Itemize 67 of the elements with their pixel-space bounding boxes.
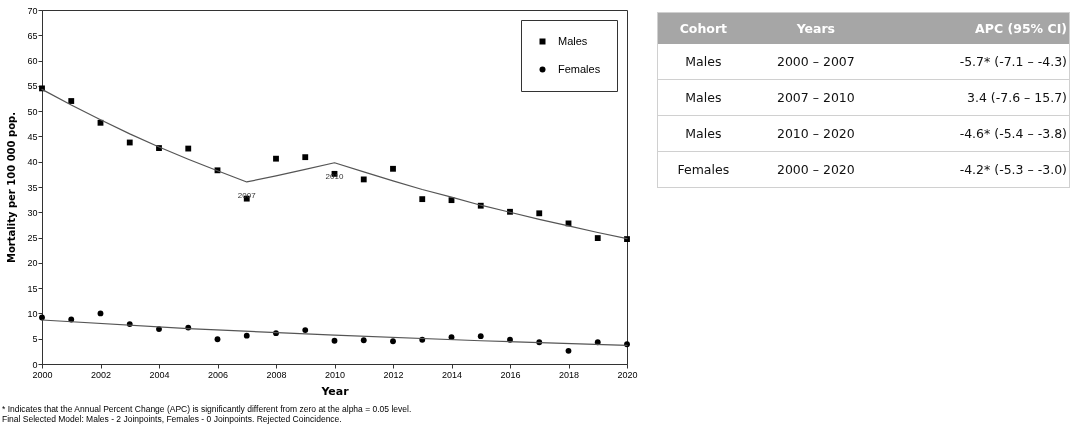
point bbox=[273, 155, 279, 162]
point bbox=[536, 210, 543, 217]
y-tick-label: 25 bbox=[27, 233, 38, 244]
text: -4.6* (-5.4 – -3.8) bbox=[959, 126, 1067, 141]
annotation: 2010 bbox=[325, 171, 344, 181]
text: 2000 – 2007 bbox=[776, 54, 855, 69]
y-tick-label: 65 bbox=[27, 30, 38, 41]
text: 2010 – 2020 bbox=[776, 126, 855, 141]
point bbox=[97, 310, 104, 317]
category-label: APC (95% CI) bbox=[883, 12, 1070, 44]
y-tick-label: 55 bbox=[27, 81, 38, 92]
point bbox=[331, 337, 338, 344]
point bbox=[390, 165, 396, 172]
text: -5.7* (-7.1 – -4.3) bbox=[959, 54, 1067, 69]
x-axis-title: Year bbox=[320, 384, 350, 398]
x-tick-label: 2018 bbox=[558, 369, 580, 380]
text: 2007 – 2010 bbox=[776, 90, 855, 105]
x-tick-label: 2008 bbox=[266, 369, 287, 380]
point bbox=[360, 176, 367, 183]
text: Males bbox=[685, 126, 722, 141]
y-tick-label: 45 bbox=[27, 131, 38, 142]
point bbox=[302, 154, 309, 161]
x-tick-label: 2016 bbox=[500, 369, 521, 380]
legend-label: Males bbox=[558, 34, 588, 47]
text: 3.4 (-7.6 – 15.7) bbox=[966, 90, 1067, 105]
point bbox=[360, 337, 367, 344]
y-tick-label: 5 bbox=[32, 334, 38, 345]
y-tick-label: 70 bbox=[27, 5, 38, 16]
text: Females bbox=[677, 162, 730, 177]
point bbox=[419, 196, 426, 203]
x-tick-label: 2012 bbox=[383, 369, 404, 380]
point bbox=[594, 235, 601, 241]
point bbox=[302, 327, 309, 334]
text: 2000 – 2020 bbox=[776, 162, 855, 177]
x-tick-label: 2010 bbox=[324, 369, 346, 380]
y-tick-label: 15 bbox=[27, 283, 38, 294]
y-tick-label: 35 bbox=[27, 182, 38, 193]
x-tick-label: 2000 bbox=[32, 369, 53, 380]
x-tick-label: 2002 bbox=[90, 369, 112, 380]
x-tick-label: 2014 bbox=[441, 369, 463, 380]
text: Final Selected Model: Males - 2 Joinpoints, Females - 0 Joinpoints. Rejected Coincidence. bbox=[2, 414, 343, 424]
point bbox=[390, 338, 396, 345]
point bbox=[565, 347, 572, 354]
y-tick-label: 50 bbox=[27, 106, 38, 117]
y-tick-label: 0 bbox=[32, 359, 38, 370]
text: Males bbox=[685, 54, 722, 69]
legend-label: Females bbox=[558, 62, 601, 75]
x-tick-label: 2006 bbox=[207, 369, 229, 380]
point bbox=[477, 333, 484, 340]
point bbox=[594, 339, 601, 346]
y-tick-label: 30 bbox=[27, 207, 38, 218]
y-axis-title: Mortality per 100 000 pop. bbox=[6, 112, 18, 263]
point bbox=[214, 336, 221, 343]
category-label: Cohort bbox=[657, 12, 749, 44]
y-tick-label: 10 bbox=[27, 308, 38, 319]
x-tick-label: 2020 bbox=[617, 369, 638, 380]
y-tick-label: 60 bbox=[27, 56, 38, 67]
text: * Indicates that the Annual Percent Change (APC) is significantly different from zero at the alpha = 0.05 level. bbox=[2, 404, 412, 414]
point bbox=[243, 332, 250, 339]
y-tick-label: 40 bbox=[27, 157, 38, 168]
text: Males bbox=[685, 90, 722, 105]
category-label: Years bbox=[748, 12, 883, 44]
annotation: 2007 bbox=[237, 190, 257, 200]
text: -4.2* (-5.3 – -3.0) bbox=[959, 162, 1067, 177]
x-tick-label: 2004 bbox=[149, 369, 170, 380]
y-tick-label: 20 bbox=[27, 258, 38, 269]
point bbox=[68, 98, 75, 104]
